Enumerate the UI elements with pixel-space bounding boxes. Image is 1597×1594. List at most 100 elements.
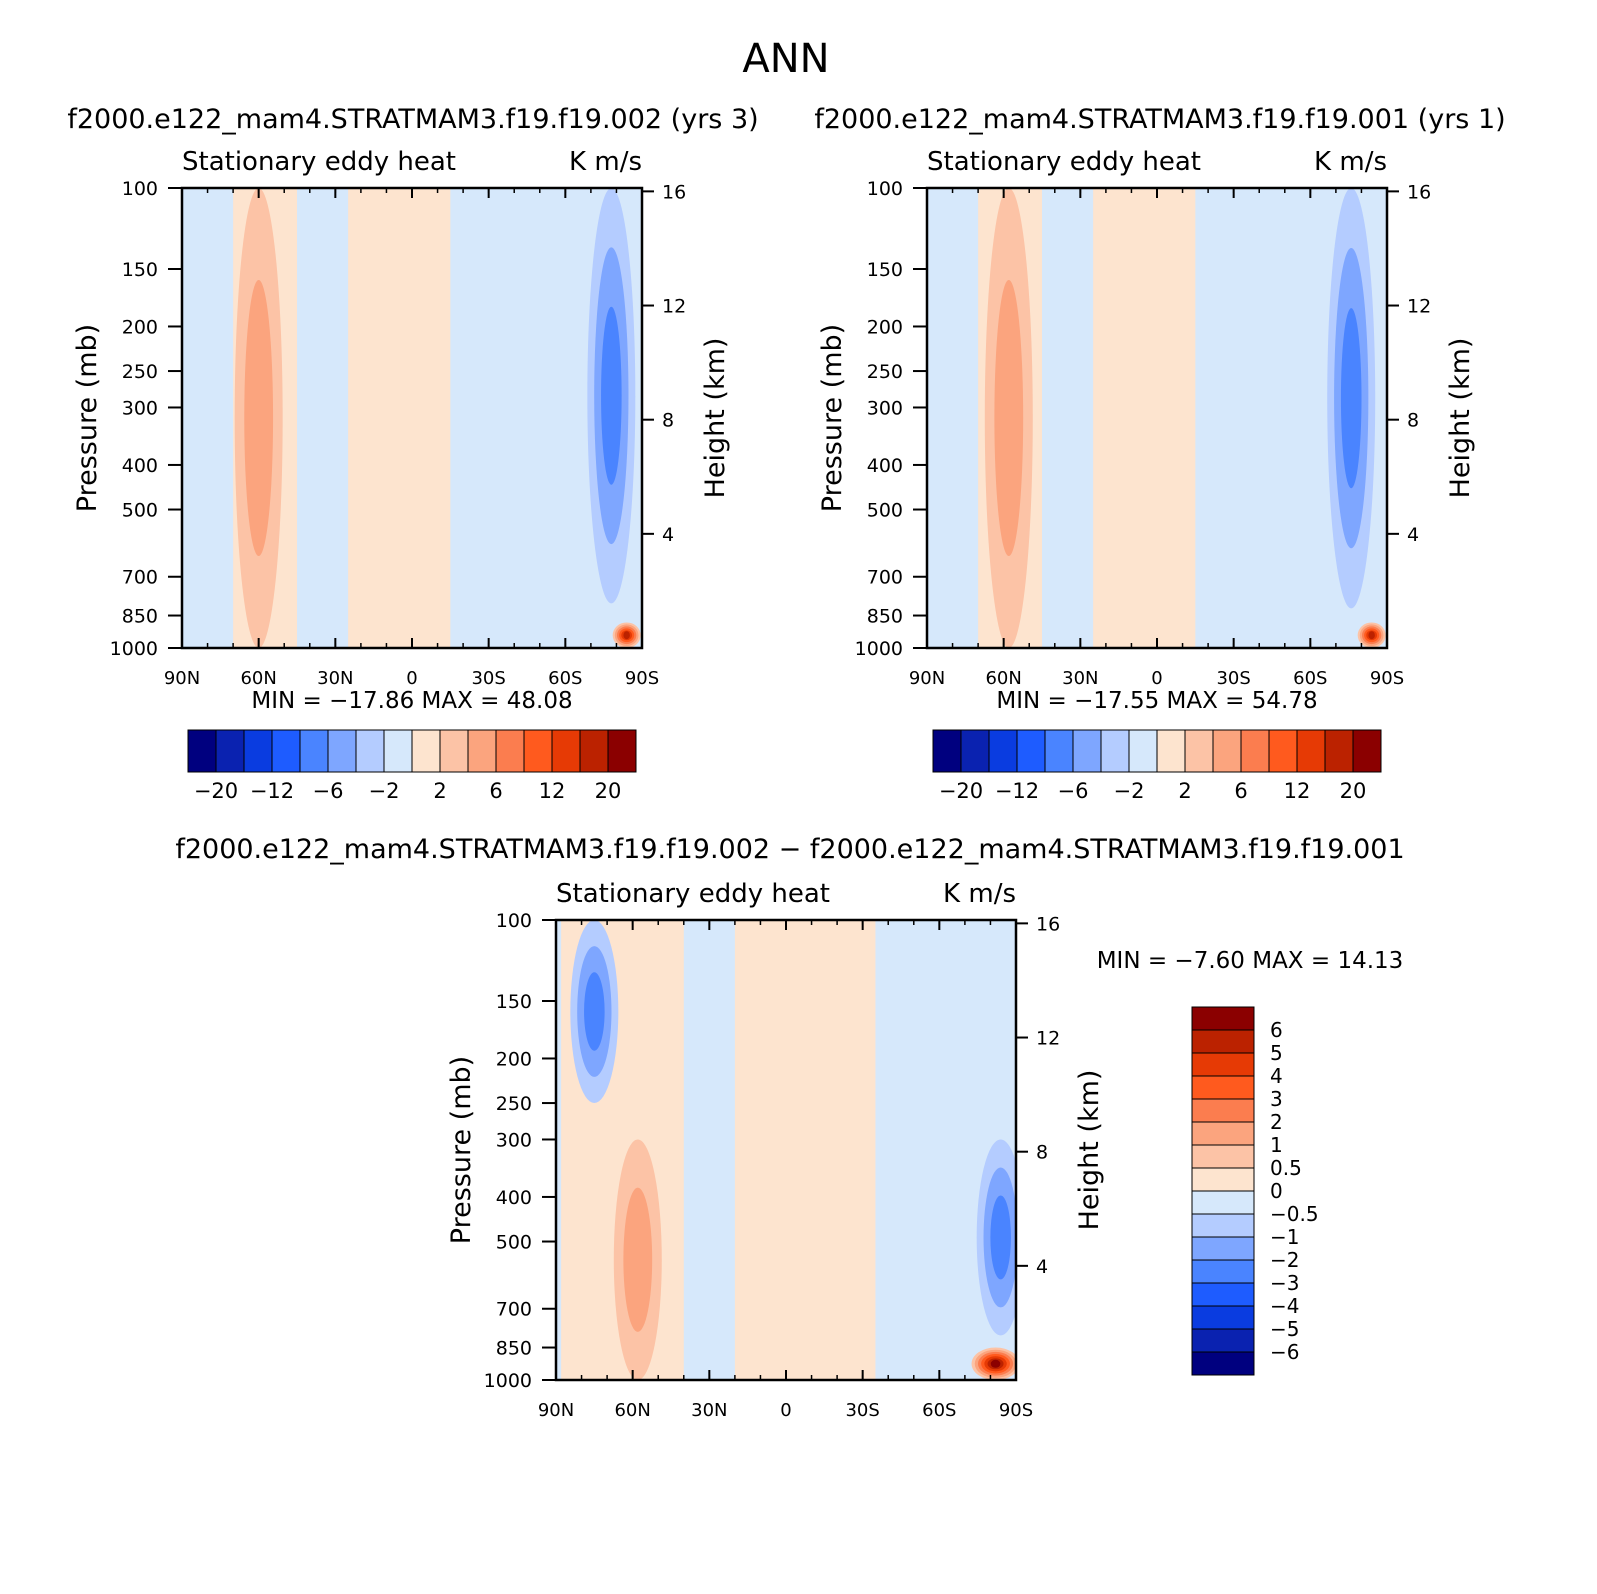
y-tick-label: 700 [496, 1299, 532, 1321]
colorbar-swatch [1191, 1006, 1255, 1031]
figure-title: ANN [742, 36, 829, 82]
y-axis-label: Pressure (mb) [817, 324, 848, 512]
panels: 90N 60N 30N 0 30S 60S 90S100150200250300400500… [72, 147, 1476, 1421]
colorbar-swatch [1240, 729, 1270, 773]
colorbar: −20 −12 −6 −2 2 6 12 20 [932, 729, 1382, 803]
contour-field [927, 188, 1387, 648]
colorbar-label: −6 [1058, 779, 1089, 803]
x-tick-label: 30N [317, 668, 353, 689]
colorbar-swatch [1296, 729, 1326, 773]
colorbar-label: 2 [1270, 1110, 1283, 1134]
y-axis-label: Pressure (mb) [446, 1056, 477, 1244]
y-tick-label: 150 [122, 259, 158, 281]
colorbar-label: −2 [1114, 779, 1145, 803]
contour-blob [994, 280, 1024, 556]
colorbar-swatch [1191, 1029, 1255, 1054]
x-tick-label: 90S [1370, 668, 1404, 689]
colorbar-label: 0.5 [1270, 1156, 1302, 1180]
colorbar-swatch [1191, 1052, 1255, 1077]
x-tick-label: 90N [538, 1400, 574, 1421]
colorbar-label: 6 [1234, 779, 1247, 803]
y-tick-label: 200 [867, 316, 903, 338]
chart-units: K m/s [569, 147, 642, 177]
y-tick-label: 1000 [110, 638, 158, 660]
contour-blob [990, 1195, 1011, 1280]
y2-tick-label: 4 [1407, 524, 1419, 546]
colorbar-label: 2 [1178, 779, 1191, 803]
colorbar-swatch [1191, 1098, 1255, 1123]
colorbar-swatch [960, 729, 990, 773]
colorbar-swatch [1191, 1282, 1255, 1307]
contour-blob [623, 1187, 653, 1332]
colorbar-label: 6 [1270, 1018, 1283, 1042]
colorbar-label: −20 [939, 779, 983, 803]
colorbar-label: 5 [1270, 1041, 1283, 1065]
colorbar-swatch [523, 729, 553, 773]
y2-tick-label: 8 [1036, 1142, 1048, 1164]
colorbar-swatch [1184, 729, 1214, 773]
panel-2: 90N 60N 30N 0 30S 60S 90S 100 150 200 250 300 400 500… [817, 147, 1476, 803]
contour-field [556, 920, 1016, 1380]
y-tick-label: 100 [496, 910, 532, 932]
contour-blob [244, 280, 274, 556]
x-tick-label: 60S [922, 1400, 956, 1421]
colorbar-label: 20 [1340, 779, 1367, 803]
y-tick-label: 1000 [484, 1370, 532, 1392]
colorbar-swatch [1212, 729, 1242, 773]
colorbar-label: 1 [1270, 1133, 1283, 1157]
chart-units: K m/s [1314, 147, 1387, 177]
x-tick-label: 0 [406, 668, 417, 689]
y-tick-label: 150 [496, 991, 532, 1013]
colorbar-label: −2 [369, 779, 400, 803]
colorbar-swatch [1191, 1351, 1255, 1376]
y2-axis-label: Height (km) [700, 338, 731, 499]
colorbar-swatch [1044, 729, 1074, 773]
y-axis-label: Pressure (mb) [72, 324, 103, 512]
colorbar-label: −4 [1270, 1294, 1299, 1318]
colorbar-swatch [1191, 1167, 1255, 1192]
colorbar-label: 20 [595, 779, 622, 803]
colorbar-label: −12 [250, 779, 294, 803]
contour-blob [623, 631, 630, 640]
colorbar-swatch [1156, 729, 1186, 773]
colorbar-label: 3 [1270, 1087, 1283, 1111]
panel-top-right-title: f2000.e122_mam4.STRATMAM3.f19.f19.001 (y… [814, 104, 1505, 135]
y-tick-label: 850 [122, 606, 158, 628]
colorbar-label: −2 [1270, 1248, 1299, 1272]
colorbar-label: 2 [433, 779, 446, 803]
colorbar-swatch [1191, 1121, 1255, 1146]
panel-3: 90N 60N 30N 0 30S 60S 90S100150200250300400500… [446, 879, 1403, 1421]
colorbar-swatch [1191, 1236, 1255, 1261]
colorbar-label: −1 [1270, 1225, 1299, 1249]
y-tick-label: 500 [496, 1232, 532, 1254]
colorbar-label: −6 [1270, 1340, 1299, 1364]
y-tick-label: 400 [122, 455, 158, 477]
colorbar-label: 12 [539, 779, 566, 803]
y-tick-label: 400 [496, 1187, 532, 1209]
x-tick-label: 30S [471, 668, 505, 689]
y-tick-label: 400 [867, 455, 903, 477]
contour-field [182, 188, 642, 648]
colorbar-swatch [1191, 1259, 1255, 1284]
x-tick-label: 30N [691, 1400, 727, 1421]
x-tick-label: 90S [625, 668, 659, 689]
colorbar-swatch [579, 729, 609, 773]
y-tick-label: 250 [122, 361, 158, 383]
colorbar-label: 0 [1270, 1179, 1283, 1203]
colorbar-swatch [299, 729, 329, 773]
contour-band [348, 188, 451, 648]
y-tick-label: 700 [867, 567, 903, 589]
contour-blob [1368, 631, 1375, 640]
colorbar-label: −0.5 [1270, 1202, 1319, 1226]
min-max-label: MIN = −7.60 MAX = 14.13 [1097, 948, 1404, 974]
x-tick-label: 90S [999, 1400, 1033, 1421]
y2-tick-label: 4 [1036, 1256, 1048, 1278]
chart-subtitle: Stationary eddy heat [556, 879, 830, 909]
colorbar-label: −6 [313, 779, 344, 803]
y-tick-label: 100 [867, 178, 903, 200]
colorbar-swatch [1191, 1144, 1255, 1169]
colorbar-swatch [1352, 729, 1382, 773]
colorbar-label: −20 [194, 779, 238, 803]
